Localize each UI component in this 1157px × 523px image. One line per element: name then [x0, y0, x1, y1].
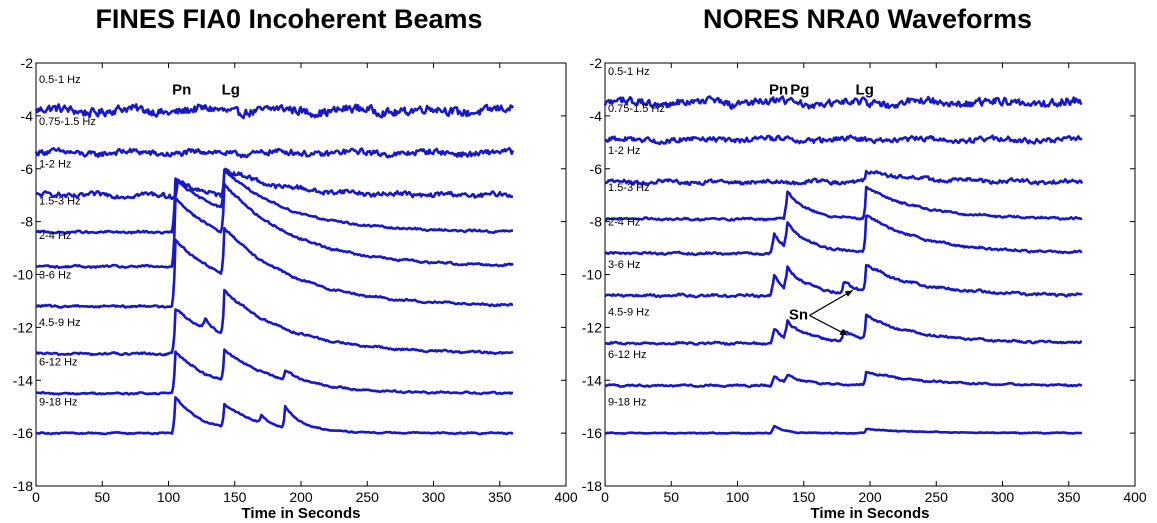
series-line	[604, 263, 1083, 299]
plot-frame	[604, 62, 1136, 487]
series-label: 0.5-1 Hz	[608, 66, 650, 78]
x-tick-label: 50	[663, 489, 679, 505]
x-axis-label: Time in Seconds	[242, 505, 361, 522]
series-label: 2-4 Hz	[608, 217, 640, 229]
x-tick-label: 150	[223, 489, 247, 505]
series-line	[604, 169, 1084, 187]
x-tick-label: 100	[157, 489, 181, 505]
series-line	[604, 185, 1083, 222]
series-line	[35, 168, 514, 235]
series-line	[604, 214, 1083, 257]
phase-annotation: Lg	[856, 82, 874, 99]
x-tick-label: 50	[94, 489, 110, 505]
y-tick-label: -10	[582, 267, 602, 283]
x-tick-label: 300	[422, 489, 446, 505]
series-line	[35, 167, 514, 201]
x-tick-label: 350	[488, 489, 512, 505]
y-tick-label: -16	[582, 425, 602, 441]
chart-svg-nores: 0 50 100 150 200 250 300 350 400 -2 -4 -6 -8 -10 -12 -1…	[582, 55, 1147, 522]
series-label: 0.5-1 Hz	[39, 74, 81, 86]
y-tick-label: -2	[21, 55, 34, 71]
chart-svg-fines: 0 50 100 150 200 250 300 350 400 -2 -4 -6 -8 -10 -12 -1…	[13, 55, 578, 522]
x-tick-label: 0	[32, 489, 40, 505]
chart-panel-fines: FINES FIA0 Incoherent Beams 0 50 100 150 200…	[0, 0, 578, 523]
y-tick-label: -4	[590, 108, 603, 124]
x-tick-label: 400	[1123, 489, 1147, 505]
x-tick-label: 350	[1057, 489, 1081, 505]
series-label: 4.5-9 Hz	[608, 306, 650, 318]
phase-annotation: Sn	[789, 306, 808, 323]
series-label: 1.5-3 Hz	[39, 195, 81, 207]
series-line	[35, 226, 514, 309]
x-tick-label: 100	[726, 489, 750, 505]
phase-annotation: Lg	[222, 82, 240, 99]
series-label: 2-4 Hz	[39, 230, 71, 242]
x-tick-label: 400	[554, 489, 578, 505]
y-tick-label: -12	[582, 319, 602, 335]
chart-title: NORES NRA0 Waveforms	[702, 4, 1033, 34]
y-tick-label: -8	[590, 214, 603, 230]
chart-title: FINES FIA0 Incoherent Beams	[95, 4, 483, 34]
phase-annotation: Pg	[790, 82, 809, 99]
series-line	[35, 396, 514, 436]
x-tick-label: 200	[289, 489, 313, 505]
series-line	[604, 134, 1083, 146]
series-line	[35, 348, 514, 396]
phase-annotation: Pn	[769, 82, 788, 99]
phase-annotation: Pn	[172, 82, 191, 99]
series-line	[34, 103, 515, 120]
y-tick-label: -18	[13, 478, 33, 494]
series-line	[604, 313, 1083, 346]
series-label: 1.5-3 Hz	[608, 182, 650, 194]
series-label: 1-2 Hz	[608, 145, 640, 157]
x-tick-label: 0	[601, 489, 609, 505]
series-line	[35, 182, 514, 269]
y-tick-label: -18	[582, 478, 602, 494]
y-tick-label: -14	[13, 372, 33, 388]
series-line	[34, 147, 515, 159]
x-tick-label: 150	[792, 489, 816, 505]
series-line	[603, 95, 1083, 110]
series-label: 9-18 Hz	[608, 396, 647, 408]
x-axis-label: Time in Seconds	[811, 505, 930, 522]
annotation-arrowhead	[839, 329, 848, 336]
y-tick-label: -2	[590, 55, 603, 71]
y-tick-label: -4	[21, 108, 34, 124]
x-tick-label: 250	[356, 489, 380, 505]
y-tick-label: -6	[590, 161, 603, 177]
y-tick-label: -10	[13, 267, 33, 283]
y-tick-label: -14	[582, 372, 602, 388]
series-label: 0.75-1.5 Hz	[608, 103, 665, 115]
x-tick-label: 200	[858, 489, 882, 505]
y-tick-label: -16	[13, 425, 33, 441]
y-tick-label: -12	[13, 319, 33, 335]
series-label: 3-6 Hz	[39, 269, 71, 281]
series-label: 1-2 Hz	[39, 158, 71, 170]
series-line	[35, 288, 514, 357]
series-line	[604, 424, 1083, 435]
series-label: 6-12 Hz	[608, 349, 647, 361]
series-label: 9-18 Hz	[39, 396, 78, 408]
x-tick-label: 250	[925, 489, 949, 505]
annotation-arrow	[809, 289, 854, 316]
annotation-arrowhead	[844, 290, 853, 297]
series-line	[604, 370, 1083, 389]
y-tick-label: -8	[21, 214, 34, 230]
y-tick-label: -6	[21, 161, 34, 177]
series-label: 4.5-9 Hz	[39, 317, 81, 329]
series-label: 3-6 Hz	[608, 259, 640, 271]
chart-panel-nores: NORES NRA0 Waveforms 0 50 100 150 200 250 300 3…	[578, 0, 1157, 523]
series-label: 6-12 Hz	[39, 357, 78, 369]
x-tick-label: 300	[991, 489, 1015, 505]
series-label: 0.75-1.5 Hz	[39, 116, 96, 128]
